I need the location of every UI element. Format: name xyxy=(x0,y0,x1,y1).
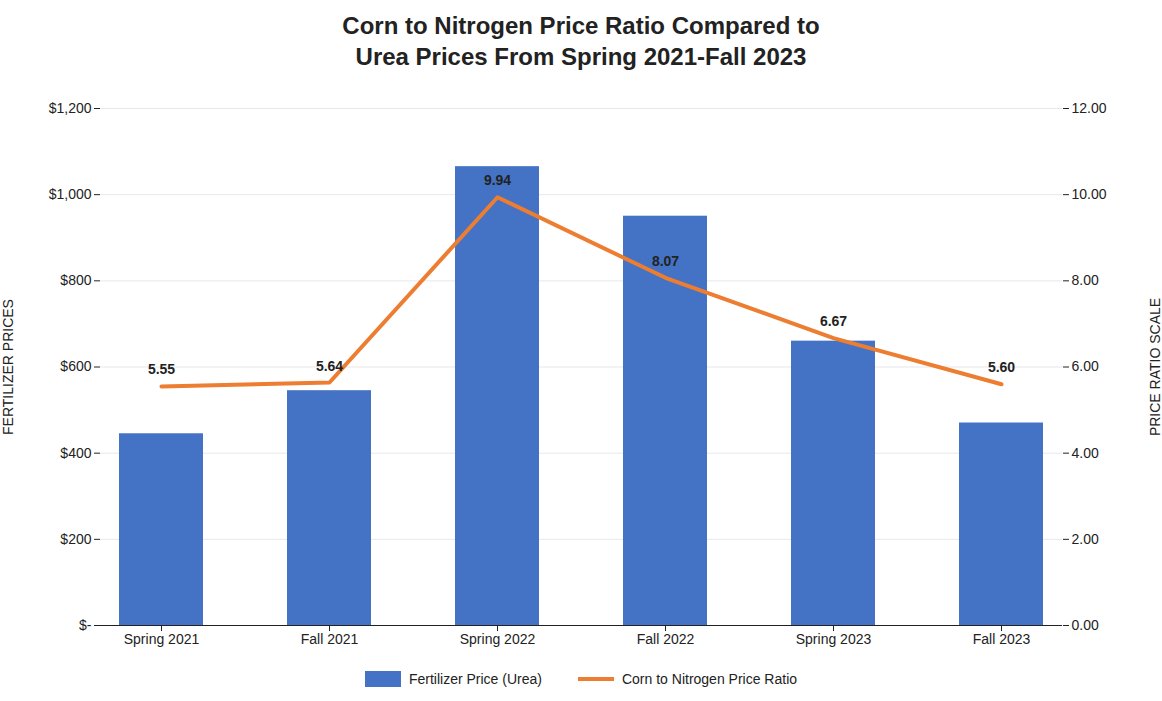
svg-text:$1,200: $1,200 xyxy=(49,100,92,116)
svg-text:8.00: 8.00 xyxy=(1072,273,1099,289)
html-text:Fertilizer Price (Urea): Fertilizer Price (Urea) xyxy=(409,671,542,688)
svg-text:5.55: 5.55 xyxy=(148,362,175,378)
svg-text:6.00: 6.00 xyxy=(1072,359,1099,375)
svg-text:$600: $600 xyxy=(60,359,91,375)
svg-text:$400: $400 xyxy=(60,445,91,461)
svg-text:$-: $- xyxy=(79,617,92,633)
svg-text:5.60: 5.60 xyxy=(988,360,1015,376)
svg-text:$1,000: $1,000 xyxy=(49,187,92,203)
svg-text:5.64: 5.64 xyxy=(316,358,343,374)
svg-text:0.00: 0.00 xyxy=(1072,617,1099,633)
svg-text:10.00: 10.00 xyxy=(1072,187,1107,203)
svg-text:2.00: 2.00 xyxy=(1072,531,1099,547)
svg-text:Spring 2023: Spring 2023 xyxy=(796,632,872,648)
svg-text:$800: $800 xyxy=(60,273,91,289)
svg-text:Fall 2021: Fall 2021 xyxy=(301,632,359,648)
html-text:Corn to Nitrogen Price Ratio: Corn to Nitrogen Price Ratio xyxy=(622,671,797,688)
html-text:Corn to Nitrogen Price Ratio C: Corn to Nitrogen Price Ratio Compared to… xyxy=(342,12,820,71)
svg-text:Fall 2023: Fall 2023 xyxy=(973,632,1031,648)
svg-text:FERTILIZER PRICES: FERTILIZER PRICES xyxy=(0,299,16,435)
svg-text:$200: $200 xyxy=(60,531,91,547)
svg-text:Fall 2022: Fall 2022 xyxy=(637,632,695,648)
svg-text:Spring 2022: Spring 2022 xyxy=(460,632,536,648)
svg-text:6.67: 6.67 xyxy=(820,314,847,330)
svg-text:PRICE RATIO SCALE: PRICE RATIO SCALE xyxy=(1147,298,1162,436)
svg-text:9.94: 9.94 xyxy=(484,173,511,189)
svg-text:Spring 2021: Spring 2021 xyxy=(124,632,200,648)
svg-text:4.00: 4.00 xyxy=(1072,445,1099,461)
svg-text:8.07: 8.07 xyxy=(652,253,679,269)
svg-text:12.00: 12.00 xyxy=(1072,100,1107,116)
